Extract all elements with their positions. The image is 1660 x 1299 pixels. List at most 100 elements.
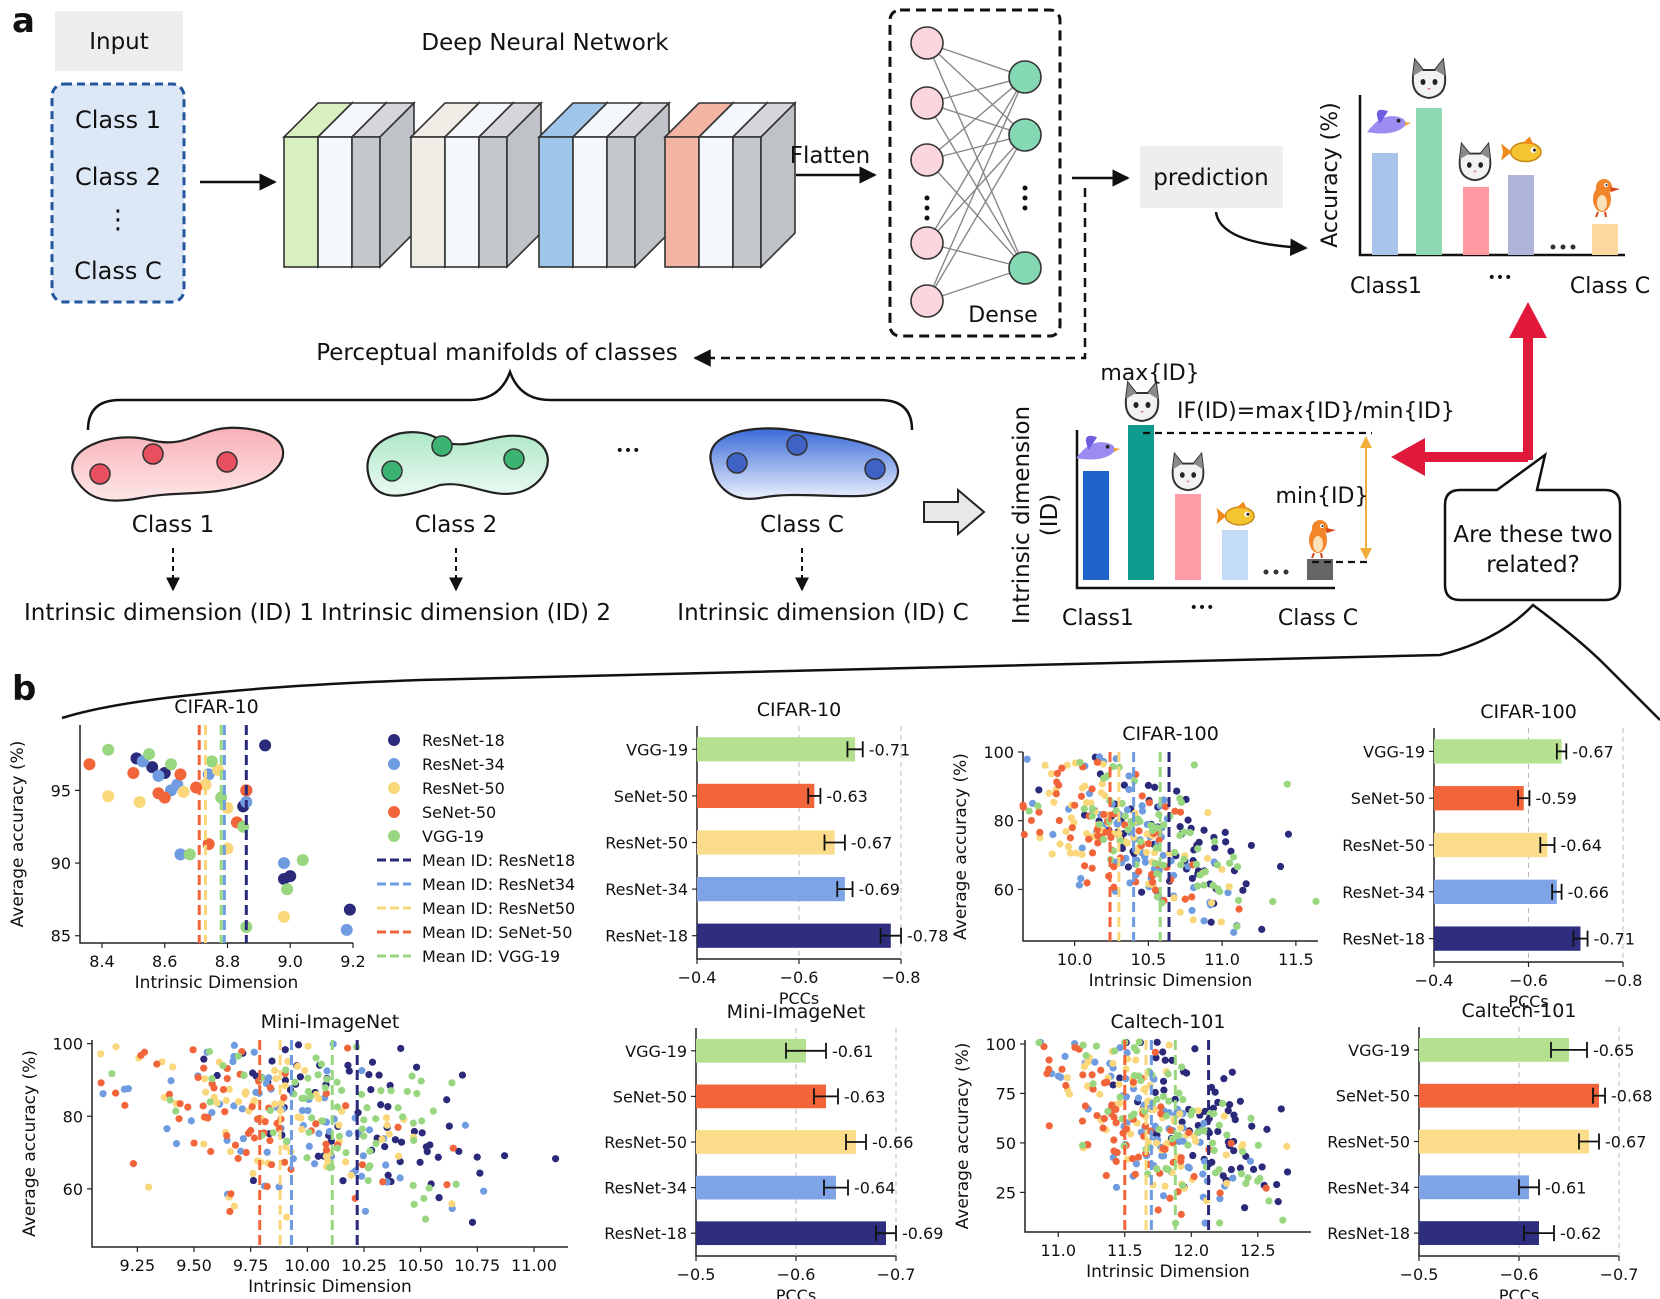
data-point bbox=[1068, 824, 1076, 832]
accuracy-axes bbox=[1358, 95, 1625, 257]
x-tick-label: 11.5 bbox=[1107, 1241, 1143, 1260]
data-point bbox=[284, 870, 297, 883]
x-tick-label: 12.5 bbox=[1240, 1241, 1276, 1260]
bar bbox=[697, 923, 891, 948]
accuracy-bar-4 bbox=[1508, 175, 1534, 255]
data-point bbox=[315, 1129, 323, 1138]
chart-3: CIFAR-100 10.0 10.5 11.0 11.5 60 80 100 Intrinsi… bbox=[951, 723, 1320, 991]
data-point bbox=[1249, 1165, 1258, 1173]
data-point bbox=[281, 1082, 289, 1090]
data-point bbox=[1211, 837, 1219, 846]
x-tick-label: −0.6 bbox=[1500, 1265, 1539, 1284]
data-point bbox=[1121, 838, 1130, 846]
data-point bbox=[190, 1139, 198, 1147]
data-point bbox=[1099, 774, 1108, 782]
data-point bbox=[261, 1118, 269, 1126]
dnn-title: Deep Neural Network bbox=[421, 30, 669, 56]
data-point bbox=[204, 1114, 212, 1122]
data-point bbox=[213, 1071, 221, 1080]
data-point bbox=[1134, 1094, 1143, 1102]
data-point bbox=[1088, 1071, 1096, 1079]
data-point bbox=[1135, 1072, 1143, 1080]
data-point bbox=[377, 1101, 385, 1109]
data-point bbox=[358, 1125, 366, 1133]
data-point bbox=[1121, 812, 1129, 820]
data-point bbox=[1180, 855, 1188, 863]
data-point bbox=[1092, 1042, 1100, 1050]
data-point bbox=[301, 1066, 309, 1075]
data-point bbox=[480, 1187, 488, 1195]
data-point bbox=[1078, 784, 1086, 792]
data-point bbox=[1162, 1112, 1171, 1120]
data-point bbox=[1224, 889, 1232, 897]
y-tick-label: 100 bbox=[983, 743, 1014, 762]
data-point bbox=[1061, 1052, 1069, 1060]
conv-block-1-depth bbox=[351, 136, 381, 268]
x-axis-label: Intrinsic Dimension bbox=[1089, 971, 1253, 991]
data-point bbox=[1142, 848, 1151, 857]
neuron-ellipsis-dot bbox=[1022, 195, 1028, 201]
input-neuron bbox=[910, 26, 944, 60]
red-arrow-head-left bbox=[1391, 438, 1425, 476]
data-point bbox=[1244, 1174, 1252, 1182]
data-point bbox=[1062, 1081, 1070, 1090]
data-point bbox=[1063, 761, 1071, 769]
data-point bbox=[347, 1171, 355, 1179]
data-point bbox=[394, 1104, 402, 1112]
data-point bbox=[146, 761, 159, 774]
data-point bbox=[1097, 1066, 1105, 1074]
data-point bbox=[282, 1066, 290, 1074]
data-point bbox=[281, 1076, 290, 1084]
data-point bbox=[1188, 874, 1196, 883]
data-point bbox=[1110, 1147, 1118, 1155]
value-label: -0.64 bbox=[1560, 836, 1601, 855]
data-point bbox=[377, 1087, 385, 1095]
data-point bbox=[108, 1070, 116, 1078]
data-point bbox=[304, 1074, 312, 1082]
data-point bbox=[169, 1063, 177, 1071]
dense-connection bbox=[926, 267, 1026, 302]
data-point bbox=[1036, 833, 1044, 842]
bird-icon bbox=[1076, 435, 1121, 460]
data-point bbox=[1208, 899, 1216, 907]
data-point bbox=[201, 1075, 209, 1083]
id-axes bbox=[1075, 430, 1335, 590]
x-tick-label: 11.0 bbox=[1204, 950, 1240, 969]
category-label: ResNet-34 bbox=[604, 1179, 687, 1198]
data-point bbox=[1185, 1164, 1193, 1172]
data-point bbox=[323, 1067, 331, 1075]
data-point bbox=[382, 1161, 390, 1169]
data-point bbox=[1144, 840, 1153, 848]
bar bbox=[1434, 739, 1562, 764]
data-point bbox=[183, 848, 196, 861]
data-point bbox=[1194, 882, 1202, 890]
data-point bbox=[240, 1071, 248, 1079]
x-tick-label: 8.6 bbox=[152, 952, 177, 971]
data-point bbox=[1258, 1163, 1266, 1171]
data-point bbox=[1154, 1206, 1162, 1214]
data-point bbox=[1181, 895, 1189, 903]
manifold-dots: ••• bbox=[616, 443, 641, 459]
x-tick-label: −0.6 bbox=[1509, 971, 1548, 990]
data-point bbox=[1263, 1125, 1271, 1133]
data-point bbox=[281, 883, 294, 896]
data-point bbox=[1178, 1118, 1186, 1126]
data-point bbox=[207, 1147, 215, 1156]
data-point bbox=[1088, 785, 1096, 793]
conv-block-3-b-front bbox=[572, 136, 608, 268]
data-point bbox=[222, 1096, 230, 1105]
x-tick-label: 10.50 bbox=[398, 1256, 444, 1275]
if-range-head-top bbox=[1360, 436, 1372, 448]
data-point bbox=[359, 1152, 367, 1160]
x-tick-label: 10.75 bbox=[454, 1256, 500, 1275]
data-point bbox=[1164, 1070, 1172, 1078]
data-point bbox=[1262, 1184, 1270, 1192]
data-point bbox=[1190, 761, 1198, 769]
scatter-title: CIFAR-100 bbox=[1122, 723, 1219, 745]
data-point bbox=[1160, 1086, 1168, 1094]
data-point bbox=[420, 1194, 428, 1203]
data-point bbox=[1145, 799, 1153, 807]
data-point bbox=[358, 1161, 367, 1169]
data-point bbox=[1226, 859, 1234, 867]
data-point bbox=[1204, 808, 1212, 817]
